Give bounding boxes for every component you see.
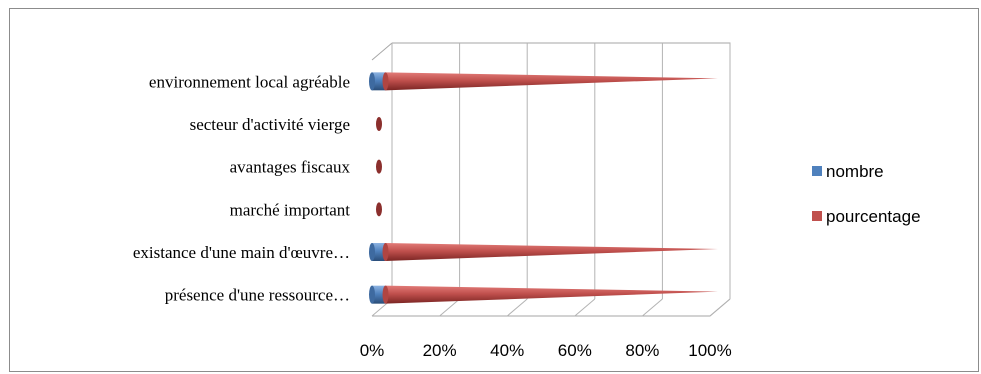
floor-gridline	[709, 298, 731, 317]
category-label: avantages fiscaux	[230, 158, 351, 177]
category-label: marché important	[230, 200, 351, 219]
legend-label: nombre	[826, 162, 884, 181]
legend-label: pourcentage	[826, 207, 921, 226]
bar-pourcentage	[385, 72, 718, 91]
bar-pourcentage-base	[382, 243, 389, 261]
floor-gridline	[574, 298, 596, 317]
bar-pourcentage	[385, 285, 718, 304]
bar-empty-marker	[376, 117, 382, 131]
chart-frame	[9, 8, 979, 372]
category-labels: présence d'une ressource… existance d'une…	[133, 72, 351, 304]
x-tick-label: 60%	[558, 341, 592, 360]
bar-nombre	[372, 72, 386, 91]
bar-pourcentage-base	[382, 72, 389, 91]
x-tick-label: 0%	[360, 341, 385, 360]
bars-group	[369, 72, 718, 304]
x-tick-label: 20%	[423, 341, 457, 360]
category-label: existance d'une main d'œuvre…	[133, 243, 350, 262]
floor-gridline	[506, 298, 528, 317]
category-label: secteur d'activité vierge	[190, 115, 350, 134]
bar-pourcentage	[385, 243, 718, 261]
bar-nombre	[372, 243, 386, 261]
legend-swatch	[812, 166, 822, 176]
bar-empty-marker	[376, 159, 382, 174]
legend: nombre pourcentage	[812, 162, 921, 226]
category-label: environnement local agréable	[149, 72, 350, 91]
x-tick-label: 100%	[688, 341, 731, 360]
bar-nombre-cap	[369, 243, 375, 261]
x-tick-label: 80%	[625, 341, 659, 360]
x-tick-labels: 0% 20% 40% 60% 80% 100%	[360, 341, 732, 360]
floor-gridline	[439, 298, 460, 317]
floor-gridline	[642, 298, 663, 317]
category-label: présence d'une ressource…	[165, 286, 350, 305]
bar-nombre-cap	[369, 285, 375, 304]
bar-nombre	[372, 285, 386, 304]
bar-pourcentage-base	[382, 285, 389, 304]
x-tick-label: 40%	[490, 341, 524, 360]
side-wall-edge	[371, 42, 393, 61]
legend-swatch	[812, 211, 822, 221]
bar-empty-marker	[376, 202, 382, 217]
bar-nombre-cap	[369, 72, 375, 91]
